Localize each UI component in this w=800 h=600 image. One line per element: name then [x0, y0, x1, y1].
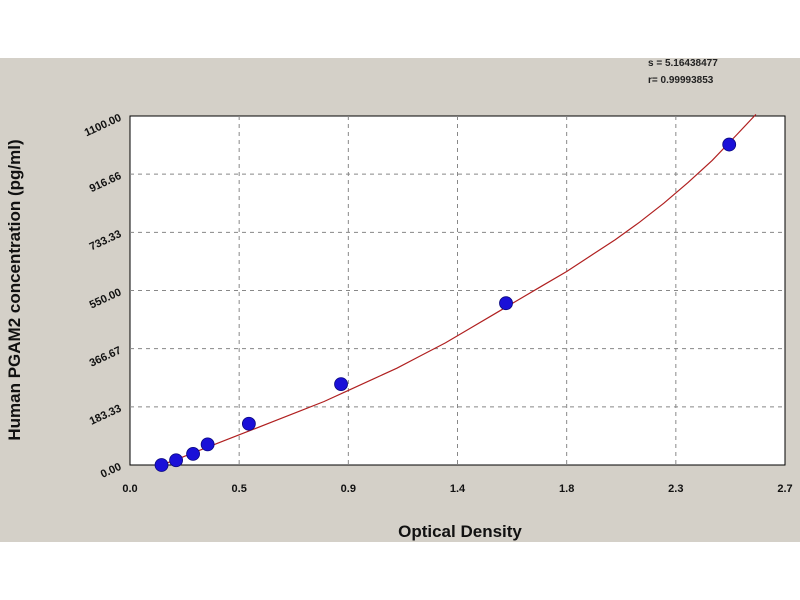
x-tick-label: 1.4	[450, 483, 466, 495]
y-tick-label: 0.00	[99, 461, 123, 481]
x-tick-labels: 0.0 0.5 0.9 1.4 1.8 2.3 2.7	[122, 483, 792, 495]
data-point	[186, 446, 200, 461]
fit-curve	[161, 113, 757, 466]
x-tick-label: 0.0	[122, 483, 137, 495]
x-axis-title: Optical Density	[398, 522, 522, 541]
y-tick-label: 183.33	[88, 403, 124, 428]
data-point	[241, 416, 256, 431]
y-axis-title: Human PGAM2 concentration (pg/ml)	[5, 139, 24, 440]
fit-r-value: r= 0.99993853	[648, 75, 714, 86]
x-tick-label: 0.9	[341, 483, 356, 495]
fit-statistics: s = 5.16438477 r= 0.99993853	[648, 55, 788, 89]
y-tick-label: 733.33	[88, 228, 124, 253]
data-point	[499, 296, 513, 311]
fit-s-value: s = 5.16438477	[648, 58, 718, 69]
data-point	[722, 137, 737, 152]
grid-lines	[130, 116, 785, 465]
x-tick-label: 1.8	[559, 483, 574, 495]
y-tick-label: 366.67	[88, 345, 124, 370]
data-point	[154, 458, 169, 472]
y-tick-label: 916.66	[88, 170, 124, 195]
x-tick-label: 0.5	[232, 483, 247, 495]
data-point	[169, 453, 183, 468]
y-tick-label: 1100.00	[83, 112, 124, 139]
x-tick-label: 2.7	[777, 483, 792, 495]
x-tick-label: 2.3	[668, 483, 683, 495]
data-point	[200, 437, 215, 452]
data-points	[154, 137, 737, 472]
data-point	[334, 377, 348, 391]
y-tick-labels: 0.00 183.33 366.67 550.00 733.33 916.66 1100.0…	[83, 112, 124, 481]
y-tick-label: 550.00	[88, 286, 124, 311]
